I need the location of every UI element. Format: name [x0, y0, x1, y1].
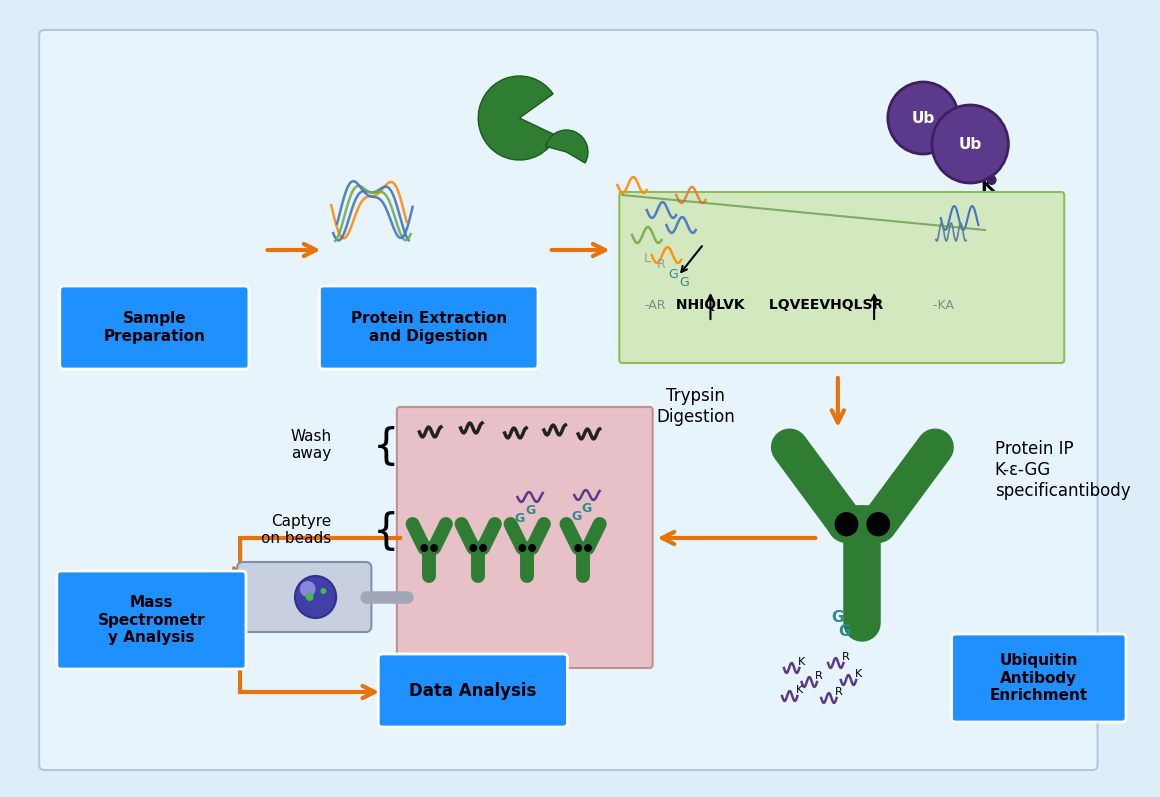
Wedge shape — [545, 130, 588, 163]
FancyBboxPatch shape — [319, 286, 538, 369]
Text: G: G — [582, 501, 592, 515]
FancyBboxPatch shape — [951, 634, 1126, 722]
Text: L: L — [644, 252, 651, 265]
FancyBboxPatch shape — [237, 562, 371, 632]
Text: K: K — [798, 657, 805, 667]
Text: R: R — [815, 671, 824, 681]
FancyBboxPatch shape — [60, 286, 249, 369]
Circle shape — [430, 544, 438, 552]
Circle shape — [583, 544, 592, 552]
FancyBboxPatch shape — [378, 654, 567, 727]
FancyBboxPatch shape — [57, 571, 246, 669]
Text: K: K — [981, 177, 995, 195]
Circle shape — [987, 175, 996, 185]
Circle shape — [834, 512, 858, 536]
Circle shape — [574, 544, 582, 552]
Polygon shape — [211, 575, 244, 617]
Text: G: G — [668, 268, 679, 281]
Circle shape — [320, 588, 326, 594]
Text: Captyre
on beads: Captyre on beads — [261, 514, 332, 546]
Text: NHIQLVK: NHIQLVK — [672, 298, 745, 312]
Text: G: G — [514, 512, 524, 525]
Text: G: G — [679, 276, 689, 289]
Text: G: G — [839, 625, 851, 639]
Circle shape — [867, 512, 890, 536]
Circle shape — [479, 544, 487, 552]
Circle shape — [306, 593, 313, 601]
Text: R: R — [842, 652, 849, 662]
Text: Mass
Spectrometr
y Analysis: Mass Spectrometr y Analysis — [97, 595, 205, 645]
Circle shape — [528, 544, 536, 552]
Text: LQVEEVHQLSR: LQVEEVHQLSR — [764, 298, 884, 312]
Text: -AR: -AR — [645, 299, 666, 312]
Circle shape — [519, 544, 527, 552]
FancyBboxPatch shape — [619, 192, 1064, 363]
Text: Ub: Ub — [912, 111, 935, 125]
Circle shape — [931, 105, 1008, 183]
Text: Wash
away: Wash away — [290, 429, 332, 461]
Circle shape — [295, 576, 336, 618]
Text: Data Analysis: Data Analysis — [409, 681, 537, 700]
FancyBboxPatch shape — [397, 407, 653, 668]
Text: K: K — [796, 685, 803, 695]
Text: Ubiquitin
Antibody
Enrichment: Ubiquitin Antibody Enrichment — [989, 653, 1088, 703]
Text: {: { — [372, 426, 399, 468]
Circle shape — [470, 544, 477, 552]
Text: K: K — [855, 669, 862, 679]
Text: Sample
Preparation: Sample Preparation — [103, 312, 205, 344]
Wedge shape — [478, 76, 557, 160]
Text: R: R — [657, 258, 666, 272]
Text: Ub: Ub — [958, 136, 981, 151]
Text: Protein IP
K-ε-GG
specificantibody: Protein IP K-ε-GG specificantibody — [994, 440, 1130, 500]
Text: Protein Extraction
and Digestion: Protein Extraction and Digestion — [350, 312, 507, 344]
FancyBboxPatch shape — [39, 30, 1097, 770]
Text: G: G — [832, 611, 844, 626]
Text: R: R — [835, 687, 842, 697]
Text: Trypsin
Digestion: Trypsin Digestion — [657, 387, 735, 426]
Circle shape — [420, 544, 428, 552]
Text: {: { — [372, 511, 399, 553]
Circle shape — [300, 581, 316, 597]
Text: G: G — [571, 509, 581, 523]
Text: G: G — [525, 505, 535, 517]
Text: -KA: -KA — [929, 299, 954, 312]
Circle shape — [887, 82, 958, 154]
